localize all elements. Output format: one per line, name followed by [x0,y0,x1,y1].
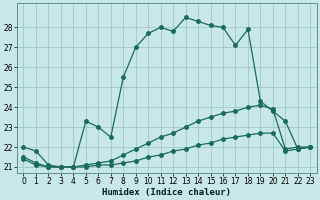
X-axis label: Humidex (Indice chaleur): Humidex (Indice chaleur) [102,188,231,197]
